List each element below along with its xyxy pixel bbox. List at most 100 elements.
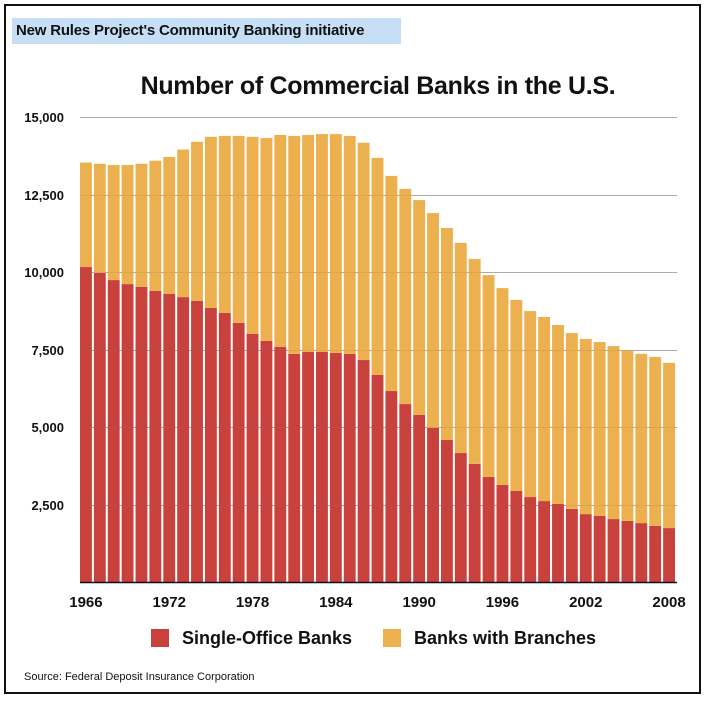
bar-single-office-2003 xyxy=(593,515,606,582)
bar-with-branches-1984 xyxy=(329,134,342,353)
source-note: Source: Federal Deposit Insurance Corpor… xyxy=(24,671,255,683)
bar-single-office-1971 xyxy=(149,290,162,582)
bar-with-branches-1985 xyxy=(343,135,356,354)
bar-with-branches-1980 xyxy=(274,134,287,348)
bar-with-branches-2007 xyxy=(649,356,662,526)
legend-label-with-branches: Banks with Branches xyxy=(414,628,597,648)
bar-single-office-1990 xyxy=(413,414,426,582)
bar-with-branches-1996 xyxy=(496,288,509,485)
bar-with-branches-2006 xyxy=(635,353,648,524)
bar-single-office-2006 xyxy=(635,523,648,582)
bar-single-office-1966 xyxy=(80,267,92,582)
bar-with-branches-1967 xyxy=(93,163,106,273)
bar-single-office-1981 xyxy=(288,353,301,582)
bar-single-office-2001 xyxy=(565,508,578,582)
x-tick-label: 1966 xyxy=(69,594,102,611)
y-axis-ticks: 2,500 5,000 7,500 10,000 12,500 15,000 xyxy=(24,110,64,513)
bar-single-office-1980 xyxy=(274,347,287,582)
bar-single-office-1998 xyxy=(524,497,537,582)
bar-with-branches-1970 xyxy=(135,163,148,287)
bar-single-office-2008 xyxy=(663,528,675,582)
bar-single-office-1978 xyxy=(246,334,259,582)
bar-single-office-1991 xyxy=(427,427,439,582)
bar-with-branches-1979 xyxy=(260,138,273,341)
x-tick-label: 2008 xyxy=(652,594,685,611)
x-tick-label: 1990 xyxy=(402,594,435,611)
bar-with-branches-1987 xyxy=(371,157,384,375)
bar-single-office-1987 xyxy=(371,374,384,582)
bar-with-branches-1969 xyxy=(121,165,134,285)
chart-title: Number of Commercial Banks in the U.S. xyxy=(140,72,616,100)
bar-with-branches-1977 xyxy=(232,135,245,323)
bar-with-branches-1997 xyxy=(510,299,523,491)
bar-single-office-2000 xyxy=(552,503,564,582)
project-tag: New Rules Project's Community Banking in… xyxy=(12,18,401,44)
bar-single-office-2002 xyxy=(579,514,592,582)
bar-with-branches-1975 xyxy=(204,136,217,308)
bar-single-office-1969 xyxy=(121,284,134,582)
y-tick-label: 5,000 xyxy=(31,420,64,435)
bar-single-office-1982 xyxy=(302,351,315,582)
bar-with-branches-1982 xyxy=(302,134,315,352)
bar-single-office-1972 xyxy=(163,294,176,582)
bar-with-branches-1999 xyxy=(538,316,551,502)
bar-with-branches-1978 xyxy=(246,136,259,334)
bar-with-branches-2008 xyxy=(663,362,675,529)
x-tick-label: 2002 xyxy=(569,594,602,611)
bar-single-office-1994 xyxy=(468,463,481,582)
bar-single-office-1976 xyxy=(218,312,231,582)
legend: Single-Office Banks Banks with Branches xyxy=(0,626,709,650)
chart-frame xyxy=(4,4,701,694)
x-tick-label: 1984 xyxy=(319,594,353,611)
bar-with-branches-1990 xyxy=(413,200,426,415)
bar-single-office-1989 xyxy=(399,404,412,582)
legend-swatch-with-branches xyxy=(383,629,401,647)
bar-single-office-1984 xyxy=(329,352,342,582)
bar-with-branches-1981 xyxy=(288,135,301,354)
bar-single-office-1975 xyxy=(204,307,217,582)
bar-single-office-1968 xyxy=(107,280,120,582)
legend-swatch-single-office xyxy=(151,629,169,647)
bar-single-office-1973 xyxy=(177,297,190,582)
y-tick-label: 7,500 xyxy=(31,343,64,358)
bar-with-branches-2001 xyxy=(565,333,578,509)
bar-single-office-1983 xyxy=(316,351,328,582)
x-tick-label: 1972 xyxy=(153,594,186,611)
bar-with-branches-1992 xyxy=(440,227,453,441)
bar-with-branches-1991 xyxy=(427,213,439,428)
bar-with-branches-1983 xyxy=(316,134,328,352)
bar-single-office-2004 xyxy=(607,519,620,582)
bar-single-office-1967 xyxy=(93,272,106,582)
bar-single-office-2005 xyxy=(621,520,634,582)
bar-with-branches-1993 xyxy=(454,242,467,454)
bar-single-office-1999 xyxy=(538,501,551,582)
bar-with-branches-1988 xyxy=(385,175,398,392)
bar-single-office-1988 xyxy=(385,391,398,582)
bar-single-office-1985 xyxy=(343,353,356,582)
bar-with-branches-1974 xyxy=(191,141,203,301)
bar-with-branches-1989 xyxy=(399,188,412,405)
bar-single-office-1995 xyxy=(482,476,495,582)
bar-single-office-2007 xyxy=(649,525,662,582)
y-tick-label: 15,000 xyxy=(24,110,64,125)
bar-with-branches-1972 xyxy=(163,156,176,295)
bar-single-office-1993 xyxy=(454,453,467,582)
y-tick-label: 2,500 xyxy=(31,498,64,513)
gridline-overlay xyxy=(80,117,677,506)
y-tick-label: 12,500 xyxy=(24,188,64,203)
x-axis-ticks: 1966 1972 1978 1984 1990 1996 2002 2008 xyxy=(69,594,685,611)
bar-with-branches-2002 xyxy=(579,338,592,515)
bar-single-office-1970 xyxy=(135,286,148,582)
bar-single-office-1986 xyxy=(357,360,370,582)
x-tick-label: 1978 xyxy=(236,594,269,611)
bar-with-branches-1994 xyxy=(468,258,481,464)
bars xyxy=(80,134,675,582)
bar-single-office-1977 xyxy=(232,322,245,582)
y-tick-label: 10,000 xyxy=(24,265,64,280)
x-tick-label: 1996 xyxy=(486,594,519,611)
bar-single-office-1996 xyxy=(496,484,509,582)
bar-with-branches-2005 xyxy=(621,350,634,521)
bar-with-branches-1995 xyxy=(482,275,495,477)
bar-with-branches-2004 xyxy=(607,346,620,520)
